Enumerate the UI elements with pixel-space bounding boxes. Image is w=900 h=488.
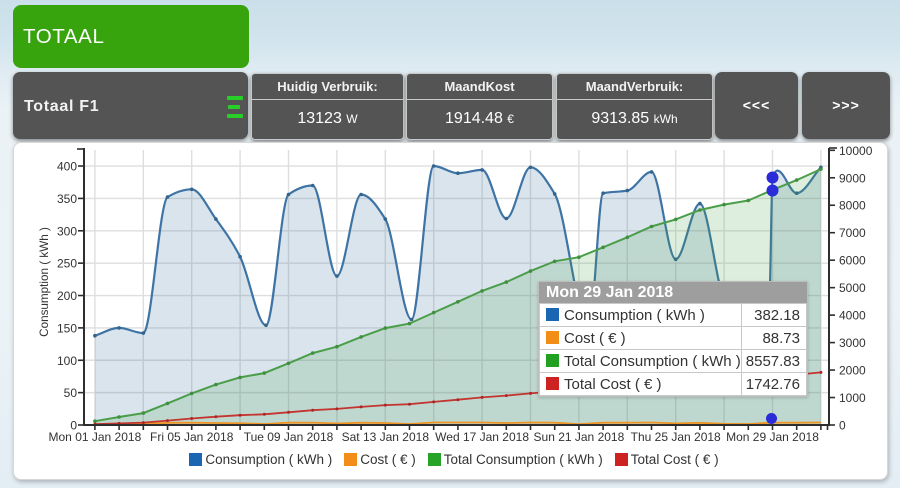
svg-text:Sat 13 Jan 2018: Sat 13 Jan 2018 [342, 430, 430, 444]
svg-text:0: 0 [70, 419, 77, 433]
svg-text:5000: 5000 [839, 281, 866, 295]
svg-text:150: 150 [57, 321, 77, 335]
svg-text:Fri 05 Jan 2018: Fri 05 Jan 2018 [150, 430, 234, 444]
svg-text:2000: 2000 [839, 364, 866, 378]
svg-text:100: 100 [57, 354, 77, 368]
svg-text:4000: 4000 [839, 309, 866, 323]
svg-text:250: 250 [57, 257, 77, 271]
svg-text:Mon 29 Jan 2018: Mon 29 Jan 2018 [726, 430, 819, 444]
svg-text:300: 300 [57, 224, 77, 238]
svg-text:3000: 3000 [839, 336, 866, 350]
svg-text:Consumption ( kWh ): Consumption ( kWh ) [38, 227, 51, 337]
svg-text:350: 350 [57, 192, 77, 206]
svg-text:9000: 9000 [839, 171, 866, 185]
svg-text:Mon 01 Jan 2018: Mon 01 Jan 2018 [49, 430, 142, 444]
svg-text:0: 0 [839, 419, 846, 433]
svg-text:Wed 17 Jan 2018: Wed 17 Jan 2018 [435, 430, 529, 444]
svg-text:50: 50 [64, 386, 78, 400]
svg-text:200: 200 [57, 289, 77, 303]
svg-text:Tue 09 Jan 2018: Tue 09 Jan 2018 [244, 430, 334, 444]
svg-text:400: 400 [57, 160, 77, 174]
svg-text:7000: 7000 [839, 226, 866, 240]
svg-text:6000: 6000 [839, 254, 866, 268]
svg-text:Thu 25 Jan 2018: Thu 25 Jan 2018 [631, 430, 721, 444]
svg-text:10000: 10000 [839, 144, 873, 158]
svg-text:8000: 8000 [839, 199, 866, 213]
svg-text:Sun 21 Jan 2018: Sun 21 Jan 2018 [534, 430, 625, 444]
svg-text:1000: 1000 [839, 391, 866, 405]
